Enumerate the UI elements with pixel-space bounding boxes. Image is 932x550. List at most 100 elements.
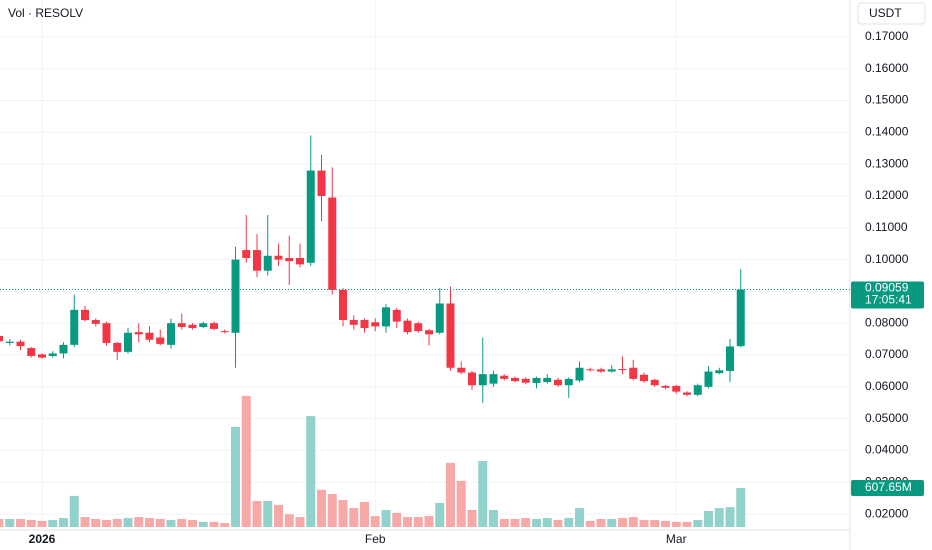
volume-bar	[37, 520, 47, 527]
candle-body	[220, 331, 229, 333]
volume-bar	[499, 518, 509, 527]
last-price-label: 0.09059	[865, 281, 909, 295]
last-price-box	[851, 281, 924, 309]
candle-body	[704, 371, 713, 387]
candle-body	[188, 324, 197, 328]
last-volume-label: 607.65M	[865, 480, 912, 494]
volume-bar	[284, 514, 294, 527]
volume-bar	[435, 502, 445, 527]
volume-bar	[424, 516, 434, 527]
y-tick-label: 0.13000	[865, 156, 909, 170]
candle-body	[489, 374, 498, 384]
volume-bar	[596, 518, 606, 527]
candle-body	[167, 323, 175, 345]
volume-bar	[725, 507, 735, 527]
volume-bar	[628, 517, 638, 527]
candle-body	[27, 348, 36, 356]
chart-title: Vol · RESOLV	[8, 6, 83, 20]
candle-body	[575, 367, 584, 381]
volume-bar	[403, 517, 412, 527]
candle-body	[715, 370, 724, 374]
candle-body	[339, 289, 347, 321]
candle-body	[403, 320, 412, 333]
volume-bar	[370, 516, 380, 527]
candle-body	[113, 342, 122, 352]
volume-bar	[542, 518, 552, 527]
last-volume-box	[851, 480, 924, 497]
candle-body	[597, 369, 605, 372]
x-tick-label: Feb	[365, 532, 386, 546]
x-tick-label: Mar	[666, 532, 687, 546]
candle-body	[328, 197, 337, 290]
volume-bar	[69, 495, 79, 527]
currency-label[interactable]: USDT	[869, 6, 902, 20]
candle-body	[317, 170, 326, 196]
volume-bar	[714, 508, 724, 527]
currency-button[interactable]	[857, 2, 926, 25]
candle-body	[274, 255, 283, 260]
candle-body	[48, 353, 57, 356]
candle-body	[306, 170, 315, 263]
candle-body	[511, 377, 519, 382]
candle-body	[91, 320, 100, 324]
candle-body	[521, 378, 530, 383]
volume-bar	[317, 489, 326, 527]
volume-bar	[618, 518, 627, 527]
y-tick-label: 0.05000	[865, 411, 909, 425]
candle-body	[134, 332, 143, 335]
candle-body	[532, 377, 541, 384]
candle-body	[210, 323, 218, 329]
candle-body	[446, 303, 455, 368]
volume-bar	[381, 510, 391, 527]
candle-body	[693, 385, 702, 395]
candle-body	[38, 354, 46, 358]
volume-bar	[231, 426, 240, 527]
volume-bar	[467, 510, 477, 527]
candle-body	[640, 374, 648, 382]
volume-bar	[639, 519, 649, 527]
candle-body	[285, 258, 294, 262]
candle-body	[124, 332, 132, 352]
volume-bar	[209, 521, 219, 527]
candle-body	[231, 259, 240, 333]
candle-body	[500, 375, 509, 379]
volume-bar	[102, 519, 111, 527]
candle-body	[0, 335, 3, 342]
candle-body	[263, 255, 272, 271]
candle-body	[607, 369, 616, 372]
candle-body	[392, 309, 401, 322]
volume-bar	[349, 508, 359, 527]
volume-bar	[585, 520, 595, 527]
volume-bar	[166, 519, 176, 527]
candle-body	[5, 341, 14, 343]
volume-bar	[188, 519, 197, 527]
candle-body	[414, 323, 423, 332]
volume-bar	[532, 518, 541, 527]
candle-body	[554, 379, 562, 386]
volume-bar	[360, 501, 369, 527]
volume-bar	[682, 521, 692, 527]
volume-bar	[241, 395, 251, 527]
volume-bar	[650, 519, 660, 527]
volume-bar	[413, 517, 423, 527]
candle-body	[253, 250, 261, 271]
grid	[0, 0, 850, 530]
y-tick-label: 0.04000	[865, 443, 909, 457]
volume-bar	[607, 518, 617, 527]
candles	[0, 135, 745, 403]
candle-body	[371, 322, 380, 327]
volume-bar	[521, 518, 531, 527]
y-tick-label: 0.06000	[865, 379, 909, 393]
volume-bar	[446, 462, 455, 527]
candle-body	[435, 303, 444, 333]
candle-body	[70, 309, 79, 345]
volume-bar	[252, 501, 262, 527]
volume-bar	[123, 518, 133, 527]
countdown-label: 17:05:41	[865, 293, 912, 307]
volume-bar	[177, 518, 187, 527]
volume-bar	[338, 500, 348, 527]
y-tick-label: 0.14000	[865, 125, 909, 139]
volume-bar	[327, 493, 337, 527]
candle-body	[349, 320, 358, 325]
